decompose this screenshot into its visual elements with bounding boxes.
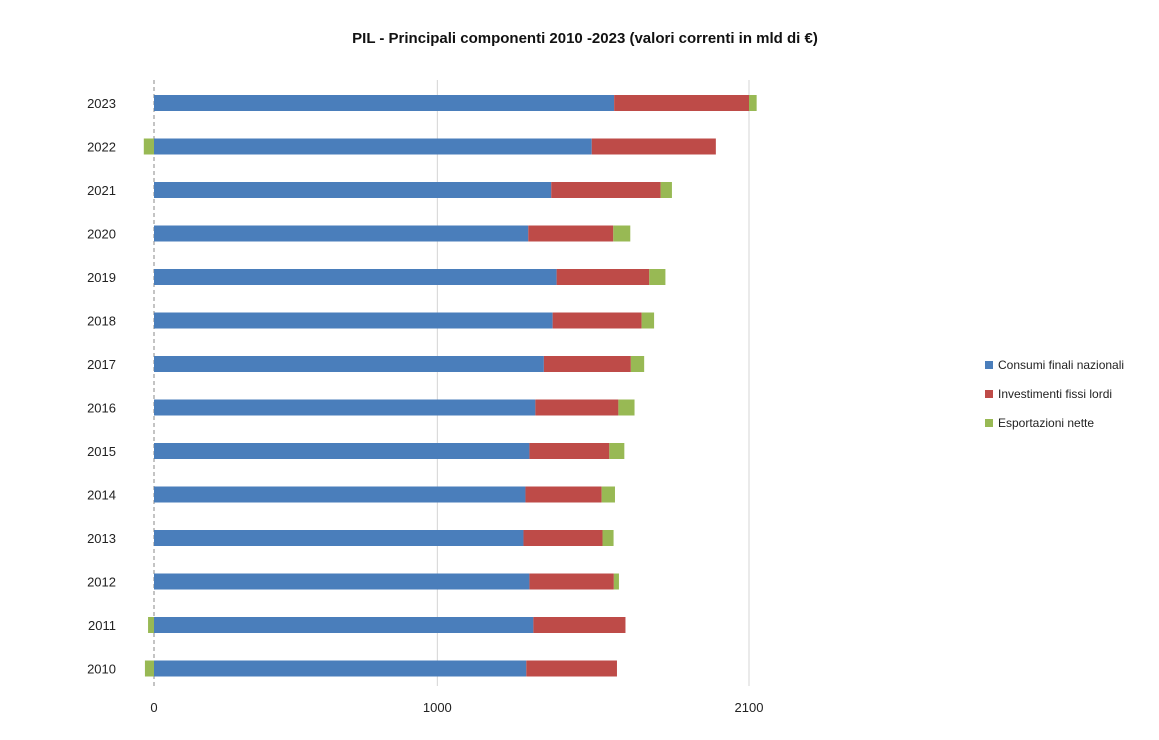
bar-2014-series-3 bbox=[601, 486, 615, 503]
legend: Consumi finali nazionali Investimenti fis… bbox=[985, 350, 1124, 437]
y-tick-label: 2018 bbox=[87, 314, 116, 329]
bar-2015-series-2 bbox=[529, 443, 610, 459]
bar-2018-series-2 bbox=[552, 312, 642, 329]
bar-2019-series-3 bbox=[649, 269, 666, 285]
bar-2023-series-2 bbox=[614, 95, 749, 111]
bar-2020-series-1 bbox=[154, 225, 529, 242]
bar-2016-series-3 bbox=[618, 399, 635, 416]
bar-2017-series-2 bbox=[543, 356, 631, 372]
axis-labels: 0 1000 2100 2023 2022 2021 2020 2019 2018 2017 201… bbox=[87, 96, 763, 715]
x-tick-label: 2100 bbox=[735, 700, 764, 715]
bar-2018-series-3 bbox=[641, 312, 655, 329]
bar-2012-series-2 bbox=[529, 573, 614, 590]
legend-swatch bbox=[985, 360, 993, 369]
y-tick-label: 2013 bbox=[87, 531, 116, 546]
bar-2014-series-1 bbox=[154, 486, 526, 503]
legend-item: Investimenti fissi lordi bbox=[985, 379, 1124, 408]
y-tick-label: 2017 bbox=[87, 357, 116, 372]
bar-2023-series-1 bbox=[154, 95, 615, 111]
legend-swatch bbox=[985, 418, 993, 427]
bar-2013-series-1 bbox=[154, 530, 524, 546]
y-tick-label: 2012 bbox=[87, 575, 116, 590]
x-tick-label: 1000 bbox=[423, 700, 452, 715]
bar-2013-series-3 bbox=[602, 530, 614, 546]
bar-2017-series-3 bbox=[630, 356, 645, 372]
bar-2021-series-3 bbox=[660, 182, 672, 198]
legend-swatch bbox=[985, 389, 993, 398]
y-tick-label: 2014 bbox=[87, 488, 116, 503]
grid-lines bbox=[153, 80, 750, 686]
bar-2013-series-2 bbox=[523, 530, 603, 546]
bar-2016-series-2 bbox=[535, 399, 619, 416]
bar-2016-series-1 bbox=[154, 399, 536, 416]
bar-2015-series-1 bbox=[154, 443, 530, 459]
legend-label: Consumi finali nazionali bbox=[998, 357, 1125, 372]
bar-2011-series-1 bbox=[154, 617, 534, 633]
bar-2020-series-3 bbox=[613, 225, 631, 242]
y-tick-label: 2011 bbox=[88, 618, 116, 633]
legend-label: Esportazioni nette bbox=[998, 415, 1095, 430]
bar-2010-series-2 bbox=[526, 660, 617, 677]
legend-item: Esportazioni nette bbox=[985, 408, 1124, 437]
legend-label: Investimenti fissi lordi bbox=[998, 386, 1113, 401]
bar-2021-series-1 bbox=[154, 182, 552, 198]
bar-2020-series-2 bbox=[528, 225, 614, 242]
bar-2015-series-3 bbox=[609, 443, 625, 459]
bar-2011-series-3 bbox=[148, 617, 154, 633]
bar-2011-series-2 bbox=[533, 617, 626, 633]
bar-2018-series-1 bbox=[154, 312, 553, 329]
legend-item: Consumi finali nazionali bbox=[985, 350, 1124, 379]
bar-series bbox=[143, 95, 757, 677]
bar-2019-series-1 bbox=[154, 269, 557, 285]
bar-2019-series-2 bbox=[556, 269, 650, 285]
bar-2022-series-2 bbox=[591, 138, 716, 155]
bar-2023-series-3 bbox=[749, 95, 757, 111]
bar-2010-series-3 bbox=[144, 660, 154, 677]
bar-2017-series-1 bbox=[154, 356, 544, 372]
bar-2012-series-1 bbox=[154, 573, 530, 590]
bar-2014-series-2 bbox=[525, 486, 602, 503]
y-tick-label: 2023 bbox=[87, 96, 116, 111]
bar-2012-series-3 bbox=[613, 573, 619, 590]
bar-2021-series-2 bbox=[551, 182, 661, 198]
y-tick-label: 2021 bbox=[87, 183, 116, 198]
y-tick-label: 2010 bbox=[87, 662, 116, 677]
y-tick-label: 2022 bbox=[87, 140, 116, 155]
bar-2010-series-1 bbox=[154, 660, 527, 677]
y-tick-label: 2016 bbox=[87, 401, 116, 416]
y-tick-label: 2015 bbox=[87, 444, 116, 459]
x-tick-label: 0 bbox=[150, 700, 157, 715]
y-tick-label: 2020 bbox=[87, 227, 116, 242]
bar-2022-series-1 bbox=[154, 138, 592, 155]
y-tick-label: 2019 bbox=[87, 270, 116, 285]
bar-2022-series-3 bbox=[143, 138, 154, 155]
chart-title: PIL - Principali componenti 2010 -2023 (… bbox=[352, 30, 818, 47]
